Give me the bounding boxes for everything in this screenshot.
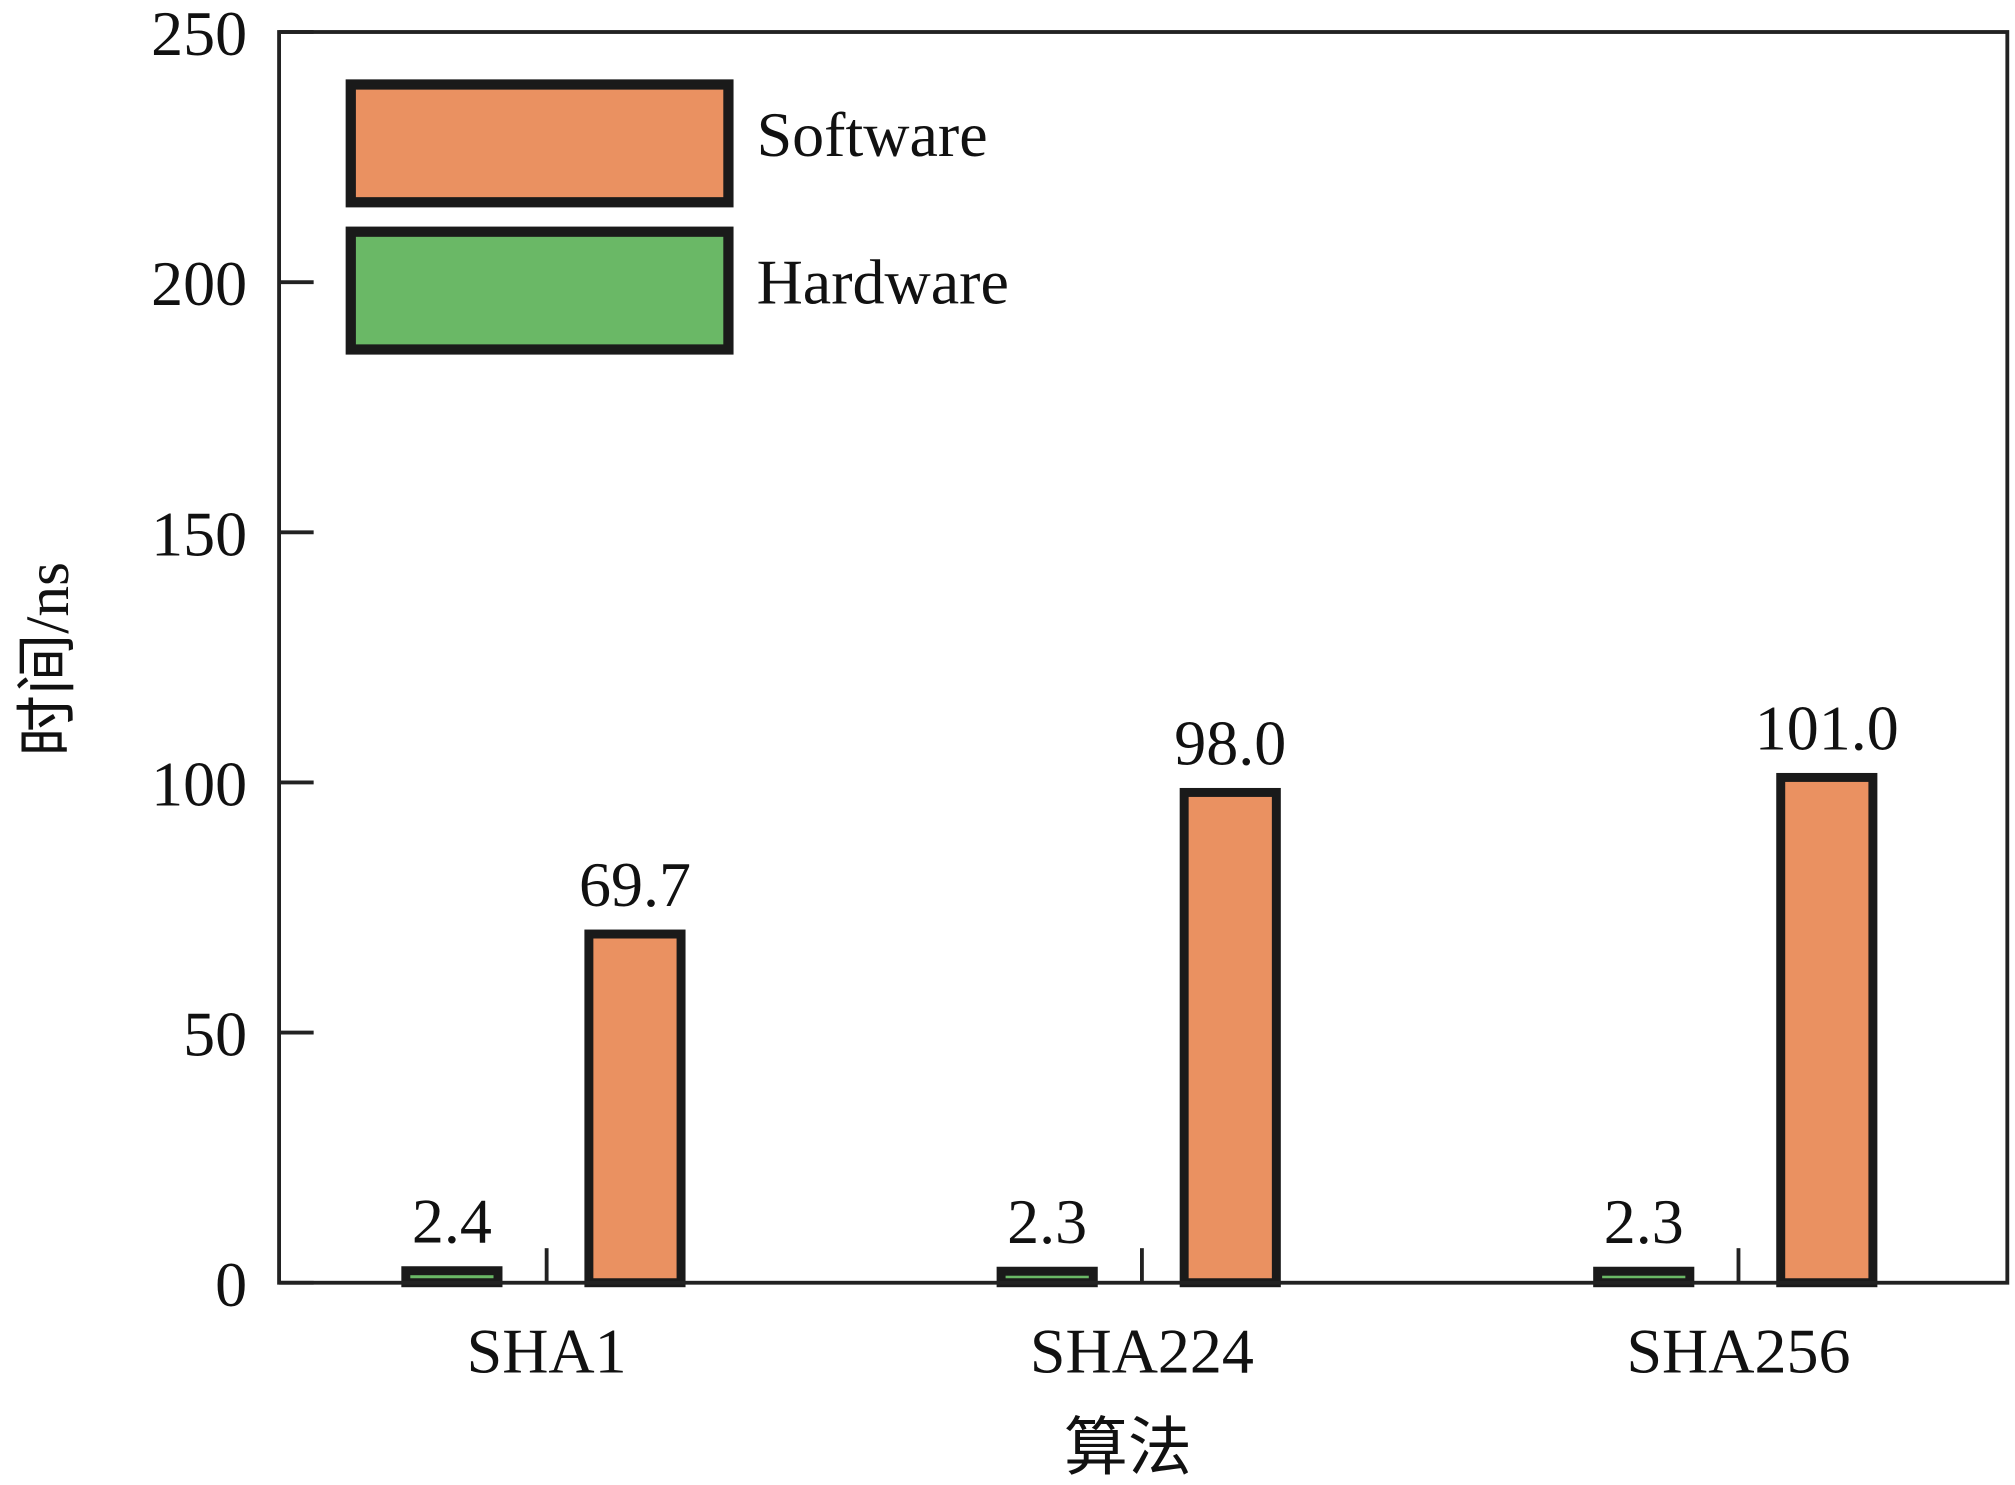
bar-software-sha256	[1776, 772, 1878, 1288]
legend-swatch-software	[345, 79, 734, 208]
x-tick-label: SHA256	[1626, 1315, 1850, 1386]
legend-swatch-hardware	[345, 226, 734, 355]
bars-layer: 2.4 69.7 2.3 98.0 2.3 101.0	[401, 692, 1899, 1288]
legend-label-software: Software	[757, 99, 988, 170]
data-label: 2.3	[1007, 1186, 1087, 1257]
y-tick-label: 50	[183, 999, 247, 1070]
x-tick-label: SHA224	[1030, 1315, 1254, 1386]
plot-frame	[277, 30, 2010, 1285]
x-tick-label: SHA1	[467, 1315, 627, 1386]
y-tick-label: 150	[151, 498, 247, 569]
x-axis: SHA1 SHA224 SHA256	[467, 1248, 1850, 1386]
y-axis: 0 50 100 150 200 250	[151, 0, 314, 1320]
y-tick-label: 0	[215, 1249, 247, 1320]
bar-software-sha224	[1179, 787, 1281, 1288]
data-label: 69.7	[579, 849, 691, 920]
y-tick-label: 100	[151, 748, 247, 819]
data-label: 2.3	[1604, 1186, 1684, 1257]
data-label: 2.4	[412, 1186, 492, 1257]
bar-software-sha1	[584, 929, 686, 1288]
data-label: 98.0	[1174, 707, 1286, 778]
x-axis-label: 算法	[1064, 1413, 1192, 1484]
data-label: 101.0	[1755, 692, 1899, 763]
legend: Software Hardware	[345, 79, 1009, 355]
legend-label-hardware: Hardware	[757, 246, 1009, 317]
y-axis-label: 时间/ns	[14, 562, 82, 757]
y-tick-label: 200	[151, 248, 247, 319]
y-tick-label: 250	[151, 0, 247, 69]
